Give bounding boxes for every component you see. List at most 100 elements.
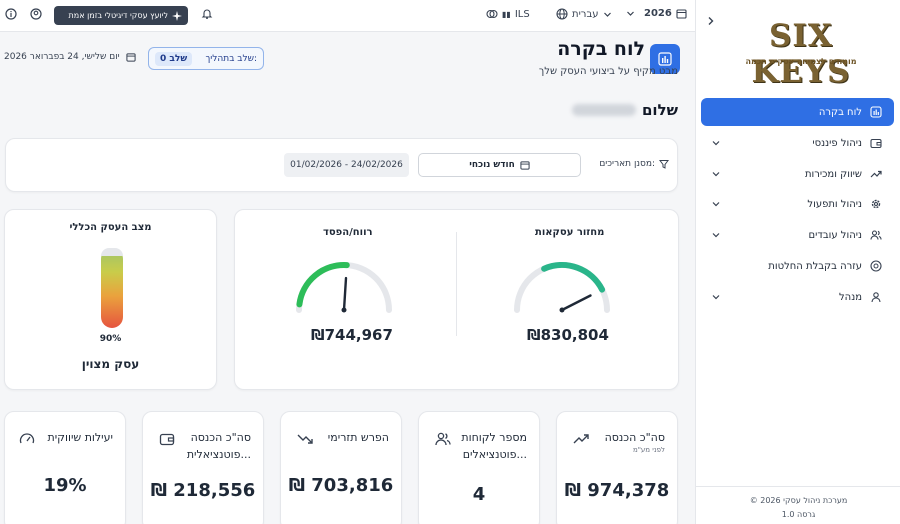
language-select[interactable]: עברית <box>556 8 612 20</box>
health-thermometer-empty <box>101 248 123 256</box>
currency-icon <box>486 9 498 19</box>
date-filter-label-text: מסנן תאריכים: <box>599 159 655 169</box>
page-title: לוח בקרה <box>557 38 645 60</box>
kpi-total-income: סה"כ הכנסה לפני מע"מ ₪ 974,378 <box>556 411 678 524</box>
sidebar-item-finance[interactable]: ניהול פיננסי <box>701 129 894 157</box>
profit-title: רווח/הפסד <box>323 227 373 238</box>
version-text: גרסה 1.0 <box>781 510 816 519</box>
chevron-down-icon <box>712 202 720 207</box>
kpi-title-text: סה"כ הכנסה <box>604 431 665 444</box>
kpi-subtitle: לפני מע"מ <box>632 446 665 454</box>
calendar-icon <box>676 9 687 19</box>
profit-gauge <box>296 262 392 313</box>
sidebar-item-operations[interactable]: ניהול ותפעול <box>701 190 894 218</box>
top-bar: ליועץ עסקי דיגיטלי בזמן אמת ▮▮ ILS עברית… <box>0 0 695 32</box>
period-select[interactable]: חודש נוכחי <box>418 153 581 177</box>
sidebar-item-label: לוח בקרה <box>818 106 862 118</box>
chart-icon <box>658 52 672 66</box>
period-select-value: חודש נוכחי <box>469 160 515 170</box>
health-thermometer <box>101 248 123 328</box>
trend-up-icon <box>573 434 589 444</box>
logo-tagline: מומחים לצמיחה עסקית חכמה <box>745 57 857 66</box>
turnover-gauge <box>514 262 610 313</box>
date-text: יום שלישי, 24 בפברואר 2026 <box>4 52 120 62</box>
current-date: יום שלישי, 24 בפברואר 2026 <box>4 52 136 62</box>
user-icon <box>871 292 881 303</box>
sidebar-item-label: שיווק ומכירות <box>804 168 862 180</box>
wallet-icon <box>870 138 882 149</box>
gauges-card: מחזור עסקאות ₪830,804 רווח/הפסד ₪744,967 <box>234 209 679 390</box>
stage-indicator: שלב 0 שלב בתהליך: <box>148 47 264 70</box>
health-status: עסק מצוין <box>81 357 140 371</box>
globe-icon <box>556 8 568 20</box>
kpi-title: יעילות שיווקית <box>47 429 113 446</box>
kpi-cashflow-diff: הפרש תזרימי ₪ 703,816 <box>280 411 402 524</box>
greeting: שלום <box>571 101 678 119</box>
sidebar-item-decisions[interactable]: עזרה בקבלת החלטות <box>701 252 894 280</box>
kpi-title: הפרש תזרימי <box>328 429 389 446</box>
stage-label: שלב בתהליך: <box>205 53 257 64</box>
copyright-text: © 2026 מערכת ניהול עסקי <box>749 496 848 505</box>
dashboard-header-icon <box>650 44 680 74</box>
sidebar-item-employees[interactable]: ניהול עובדים <box>701 221 894 249</box>
sidebar-item-dashboard[interactable]: לוח בקרה <box>701 98 894 126</box>
bell-icon[interactable] <box>201 8 213 20</box>
calendar-icon <box>520 161 530 170</box>
health-title: מצב העסק הכללי <box>69 222 152 233</box>
kpi-title-text: מספר לקוחות <box>461 431 527 444</box>
info-icon[interactable] <box>5 8 17 20</box>
kpi-marketing-efficiency: יעילות שיווקית 19% <box>4 411 126 524</box>
stage-value: שלב 0 <box>155 51 193 66</box>
kpi-potential-clients: מספר לקוחות פוטנציאלים... 4 <box>418 411 540 524</box>
users-icon <box>435 432 451 446</box>
turnover-title: מחזור עסקאות <box>535 227 605 238</box>
user-circle-icon[interactable] <box>30 8 42 20</box>
sidebar-item-label: ניהול עובדים <box>808 229 862 241</box>
kpi-title-text: הפרש תזרימי <box>327 431 389 444</box>
page-subtitle: מבט מקיף על ביצועי העסק שלך <box>538 66 678 77</box>
chevron-down-icon <box>712 141 720 146</box>
ai-advisor-label: ליועץ עסקי דיגיטלי בזמן אמת <box>68 11 169 20</box>
chevron-down-icon <box>712 172 720 177</box>
sidebar-item-label: ניהול פיננסי <box>812 137 862 149</box>
kpi-title-text-2: פוטנציאלים... <box>462 448 527 461</box>
year-select[interactable]: 2026 <box>626 8 687 19</box>
kpi-potential-income: סה"כ הכנסה פוטנציאלית... ₪ 218,556 <box>142 411 264 524</box>
health-percent: 90% <box>99 334 122 344</box>
sidebar-item-marketing[interactable]: שיווק ומכירות <box>701 160 894 188</box>
profit-value: ₪744,967 <box>311 326 393 344</box>
sidebar: SIX KEYS מומחים לצמיחה עסקית חכמה לוח בק… <box>695 0 900 524</box>
logo-text: SIX KEYS <box>751 18 851 90</box>
logo: SIX KEYS מומחים לצמיחה עסקית חכמה <box>716 18 886 90</box>
kpi-value: ₪ 703,816 <box>288 475 394 496</box>
chevron-down-icon <box>603 12 611 17</box>
trend-up-icon <box>870 170 882 178</box>
sidebar-item-admin[interactable]: מנהל <box>701 283 894 311</box>
currency-select[interactable]: ▮▮ ILS <box>486 8 530 20</box>
date-filter-card: 01/02/2026 - 24/02/2026 חודש נוכחי מסנן … <box>5 138 678 192</box>
kpi-title-text-2: פוטנציאלית... <box>186 448 251 461</box>
kpi-title-text: יעילות שיווקית <box>47 431 113 444</box>
sidebar-item-label: עזרה בקבלת החלטות <box>768 260 862 272</box>
ai-advisor-button[interactable]: ליועץ עסקי דיגיטלי בזמן אמת <box>54 6 188 25</box>
chevron-down-icon <box>712 295 720 300</box>
date-filter-label: מסנן תאריכים: <box>599 159 669 169</box>
chevron-down-icon <box>627 11 634 16</box>
help-icon <box>870 260 882 272</box>
chart-icon <box>870 106 882 118</box>
gauge-icon <box>19 433 35 444</box>
kpi-title: סה"כ הכנסה פוטנציאלית... <box>187 429 251 463</box>
year-label: 2026 <box>644 8 672 19</box>
kpi-title: מספר לקוחות פוטנציאלים... <box>461 429 527 463</box>
kpi-value: 19% <box>43 475 87 496</box>
sparkle-icon <box>172 10 182 21</box>
gauge-divider <box>456 232 457 336</box>
gear-icon <box>871 199 881 209</box>
kpi-value: ₪ 218,556 <box>150 480 256 501</box>
date-range-display[interactable]: 01/02/2026 - 24/02/2026 <box>284 153 409 177</box>
sidebar-item-label: ניהול ותפעול <box>807 198 862 210</box>
sidebar-item-label: מנהל <box>838 291 862 303</box>
collapse-chevron-icon[interactable] <box>706 16 716 26</box>
greeting-text: שלום <box>641 101 678 119</box>
users-icon <box>870 230 882 240</box>
